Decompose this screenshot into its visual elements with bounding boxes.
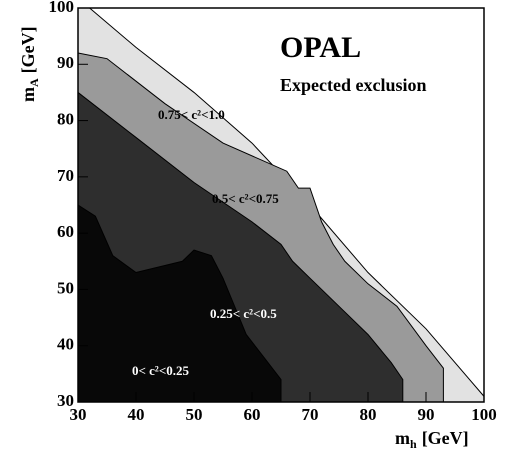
x-tick-label: 100 <box>471 405 497 424</box>
y-tick-label: 40 <box>57 335 74 354</box>
x-tick-label: 80 <box>360 405 377 424</box>
x-tick-label: 50 <box>186 405 203 424</box>
y-label-symbol: m <box>18 87 38 102</box>
x-tick-label: 70 <box>302 405 319 424</box>
y-axis-label: mA [GeV] <box>18 26 41 102</box>
y-tick-label: 60 <box>57 222 74 241</box>
x-tick-label: 40 <box>128 405 145 424</box>
y-tick-label: 90 <box>57 53 74 72</box>
plot-frame <box>77 7 485 403</box>
region-label: 0< c²<0.25 <box>132 363 189 378</box>
y-tick-label: 70 <box>57 166 74 185</box>
x-label-subscript: h <box>410 437 417 451</box>
y-label-subscript: A <box>27 78 41 87</box>
chart-subtitle: Expected exclusion <box>280 75 427 95</box>
x-label-symbol: m <box>395 428 410 448</box>
y-tick-label: 50 <box>57 278 74 297</box>
y-tick-label: 30 <box>57 391 74 410</box>
region-label: 0.25< c²<0.5 <box>210 306 277 321</box>
x-tick-label: 90 <box>418 405 435 424</box>
x-label-unit: [GeV] <box>422 428 469 448</box>
y-tick-label: 100 <box>49 0 75 16</box>
x-axis-label: mh [GeV] <box>395 428 469 451</box>
y-label-unit: [GeV] <box>18 26 38 73</box>
region <box>77 204 282 403</box>
plot-area <box>77 7 485 403</box>
y-tick-label: 80 <box>57 109 74 128</box>
x-tick-label: 60 <box>244 405 261 424</box>
x-tick-label: 30 <box>70 405 87 424</box>
chart-title: OPAL <box>280 31 361 64</box>
region-label: 0.5< c²<0.75 <box>212 191 279 206</box>
region-label: 0.75< c²<1.0 <box>158 107 225 122</box>
